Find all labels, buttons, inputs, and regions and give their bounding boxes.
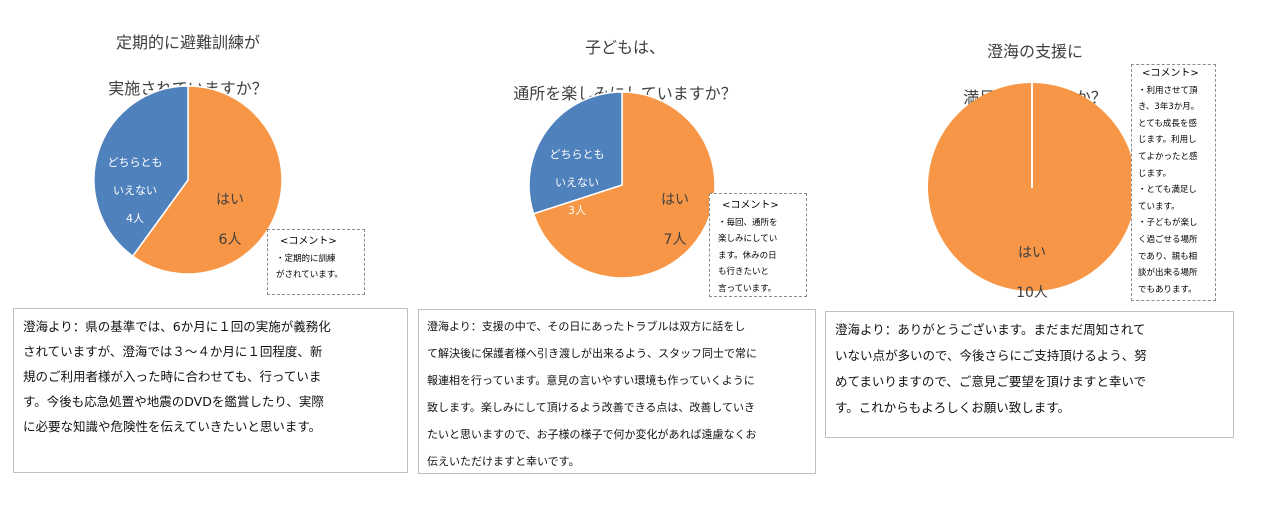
label-line: はい: [216, 192, 244, 208]
reply-line: いない点が多いので、今後さらにご支持頂けるよう、努: [835, 348, 1147, 363]
reply-line: 報連相を行っています。意見の言いやすい環境も作っていくように: [427, 374, 755, 387]
reply-line: て解決後に保護者様へ引き渡しが出来るよう、スタッフ同士で常に: [427, 347, 757, 360]
comment-line: ・定期的に訓練: [276, 253, 336, 264]
chart-1-slice-yes: [131, 85, 283, 275]
comment-line: ・毎回、通所を: [718, 217, 778, 228]
label-count: 4人: [126, 212, 144, 225]
chart-2-title-line1: 子どもは、: [584, 38, 665, 57]
comment-line: とても成長を感: [1138, 118, 1197, 129]
chart-1-label-neither: どちらとも いえない 4人: [100, 142, 170, 226]
reply-line: 規のご利用者様が入った時に合わせても、行っていま: [23, 369, 322, 384]
comment-line: ・利用させて頂: [1138, 85, 1198, 96]
label-line: どちらとも: [107, 156, 163, 169]
chart-3-reply-box: 澄海より：ありがとうございます。まだまだ周知されて いない点が多いので、今後さら…: [825, 311, 1234, 438]
chart-2-slice-yes: [532, 91, 716, 279]
reply-line: す。これからもよろしくお願い致します。: [835, 400, 1071, 415]
reply-line: す。今後も応急処置や地震のDVDを鑑賞したり、実際: [23, 394, 324, 409]
label-line: どちらとも: [549, 148, 605, 161]
label-line: いえない: [113, 184, 157, 197]
comment-line: ・子どもが楽し: [1138, 218, 1198, 229]
reply-line: たいと思いますので、お子様の様子で何か変化があれば遠慮なくお: [427, 428, 757, 441]
comment-line: でもあります。: [1138, 284, 1197, 295]
chart-1-comment-box: <コメント> ・定期的に訓練 がされています。: [267, 229, 365, 295]
reply-line: 伝えいただけますと幸いです。: [427, 455, 580, 468]
chart-1-slice-neither: [93, 85, 189, 258]
label-count: 6人: [218, 232, 242, 248]
reply-line: 致します。楽しみにして頂けるよう改善できる点は、改善していき: [427, 401, 756, 414]
chart-2-comment-box: <コメント> ・毎回、通所を 楽しみにしてい ます。休みの日 も行きたいと 言っ…: [709, 193, 807, 297]
label-line: はい: [1018, 245, 1046, 261]
comment-line: き、3年3か月。: [1138, 102, 1200, 113]
reply-line: 澄海より：県の基準では、6か月に１回の実施が義務化: [23, 319, 331, 334]
chart-2-reply-box: 澄海より：支援の中で、その日にあったトラブルは双方に話をし て解決後に保護者様へ…: [418, 309, 816, 474]
comment-line: ・とても満足し: [1138, 185, 1197, 196]
comment-line: も行きたいと: [718, 267, 770, 277]
label-line: はい: [661, 192, 689, 208]
chart-3-label-yes: はい 10人: [1005, 223, 1059, 303]
comment-line: であり、親も相: [1138, 251, 1198, 262]
comment-header: <コメント>: [280, 236, 337, 247]
chart-2-label-neither: どちらとも いえない 3人: [542, 134, 612, 218]
reply-line: めてまいりますので、ご意見ご要望を頂けますと幸いで: [835, 374, 1147, 389]
comment-line: ています。: [1138, 201, 1180, 212]
chart-2-slice-neither: [528, 91, 623, 215]
comment-header: <コメント>: [722, 200, 779, 211]
comment-line: てよかったと感: [1138, 151, 1198, 162]
chart-1-label-yes: はい 6人: [205, 170, 255, 250]
chart-3-comment-box: <コメント> ・利用させて頂 き、3年3か月。 とても成長を感 じます。利用し …: [1131, 64, 1216, 301]
label-line: いえない: [555, 176, 599, 189]
chart-1-title-line1: 定期的に避難訓練が: [115, 33, 260, 52]
comment-line: ます。休みの日: [718, 250, 777, 261]
label-count: 3人: [568, 204, 586, 217]
reply-line: に必要な知識や危険性を伝えていきたいと思います。: [23, 419, 322, 434]
comment-header: <コメント>: [1142, 68, 1199, 79]
comment-line: 談が出来る場所: [1138, 268, 1198, 279]
comment-line: がされています。: [276, 270, 343, 280]
chart-2-label-yes: はい 7人: [650, 170, 700, 250]
comment-line: じます。利用し: [1138, 135, 1197, 146]
chart-3-title-line1: 澄海の支援に: [986, 42, 1083, 61]
label-count: 10人: [1016, 285, 1048, 301]
reply-line: されていますが、澄海では３～４か月に１回程度、新: [23, 344, 323, 359]
comment-line: 言っています。: [718, 283, 777, 294]
reply-line: 澄海より：支援の中で、その日にあったトラブルは双方に話をし: [427, 320, 746, 333]
reply-line: 澄海より：ありがとうございます。まだまだ周知されて: [835, 322, 1146, 337]
comment-line: 楽しみにしてい: [718, 234, 778, 244]
comment-line: く過ごせる場所: [1138, 234, 1198, 245]
label-count: 7人: [663, 232, 687, 248]
chart-1-reply-box: 澄海より：県の基準では、6か月に１回の実施が義務化 されていますが、澄海では３～…: [13, 308, 408, 473]
comment-line: じます。: [1138, 168, 1172, 179]
